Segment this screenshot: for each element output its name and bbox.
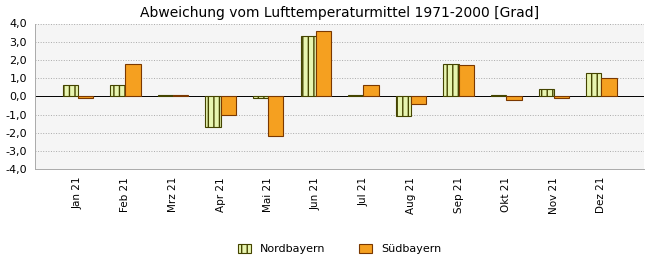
Bar: [539, 89, 554, 96]
Bar: [601, 78, 617, 96]
Bar: [554, 96, 569, 98]
Bar: [173, 94, 188, 96]
Bar: [586, 73, 601, 96]
Bar: [158, 94, 173, 96]
Bar: [220, 96, 236, 115]
Bar: [110, 85, 125, 96]
Bar: [62, 85, 78, 96]
Bar: [205, 96, 220, 127]
Bar: [316, 31, 331, 96]
Bar: [459, 66, 474, 96]
Legend: Nordbayern, Südbayern: Nordbayern, Südbayern: [238, 244, 441, 254]
Bar: [396, 96, 411, 116]
Bar: [125, 64, 140, 96]
Bar: [411, 96, 426, 104]
Bar: [506, 96, 521, 100]
Bar: [300, 36, 316, 96]
Bar: [253, 96, 268, 98]
Bar: [78, 96, 93, 98]
Bar: [348, 94, 363, 96]
Bar: [363, 85, 379, 96]
Bar: [268, 96, 283, 136]
Bar: [443, 64, 459, 96]
Title: Abweichung vom Lufttemperaturmittel 1971-2000 [Grad]: Abweichung vom Lufttemperaturmittel 1971…: [140, 5, 540, 20]
Bar: [491, 94, 506, 96]
